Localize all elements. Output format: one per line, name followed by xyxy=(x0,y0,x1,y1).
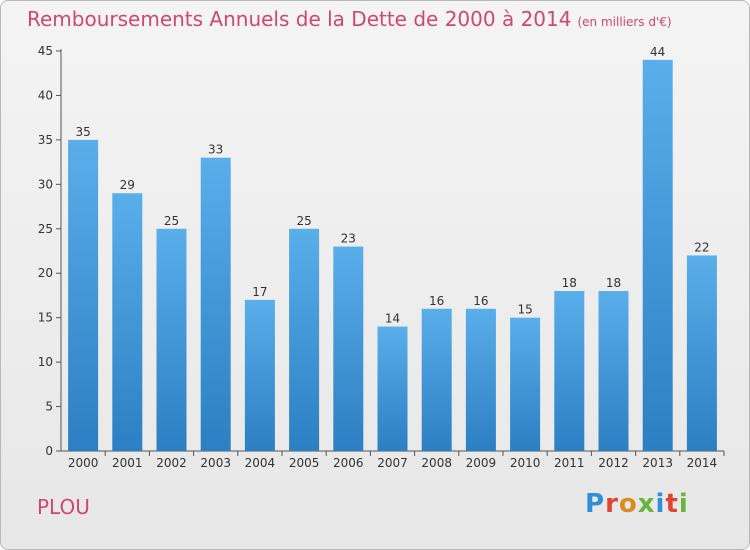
title-text: Remboursements Annuels de la Dette de 20… xyxy=(27,7,572,31)
unit-label: (en milliers d'€) xyxy=(577,15,672,29)
data-label-2004: 17 xyxy=(252,285,267,299)
y-tick-label: 45 xyxy=(38,44,53,58)
x-tick-label-2013: 2013 xyxy=(642,456,673,470)
bar-2012 xyxy=(598,291,629,451)
data-label-2000: 35 xyxy=(75,125,90,139)
y-tick-label: 20 xyxy=(38,266,53,280)
x-tick-label-2006: 2006 xyxy=(333,456,364,470)
bar-2011 xyxy=(554,291,585,451)
data-label-2011: 18 xyxy=(562,276,577,290)
y-tick-label: 10 xyxy=(38,355,53,369)
data-label-2002: 25 xyxy=(164,214,179,228)
bar-2006 xyxy=(333,246,364,451)
data-label-2013: 44 xyxy=(650,45,665,59)
data-label-2009: 16 xyxy=(473,294,488,308)
y-tick-label: 30 xyxy=(38,177,53,191)
logo-letter: i xyxy=(678,489,689,519)
data-label-2005: 25 xyxy=(296,214,311,228)
x-tick-label-2009: 2009 xyxy=(466,456,497,470)
x-tick-label-2001: 2001 xyxy=(112,456,143,470)
logo-letter: i xyxy=(655,489,666,519)
bar-2007 xyxy=(377,326,408,451)
bar-2002 xyxy=(156,228,187,451)
y-tick-label: 35 xyxy=(38,133,53,147)
bar-2013 xyxy=(642,59,673,452)
data-label-2008: 16 xyxy=(429,294,444,308)
data-label-2010: 15 xyxy=(517,303,532,317)
bar-2005 xyxy=(289,228,320,451)
place-name: PLOU xyxy=(37,495,90,519)
bar-2009 xyxy=(465,308,496,451)
logo-letter: r xyxy=(605,489,619,519)
y-tick-label: 0 xyxy=(45,444,53,458)
x-tick-label-2005: 2005 xyxy=(289,456,320,470)
x-tick-label-2000: 2000 xyxy=(68,456,99,470)
bar-2008 xyxy=(421,308,452,451)
y-tick-label: 40 xyxy=(38,88,53,102)
logo-letter: x xyxy=(637,489,656,519)
bar-2003 xyxy=(200,157,231,451)
data-label-2001: 29 xyxy=(120,178,135,192)
x-tick-label-2010: 2010 xyxy=(510,456,541,470)
x-tick-label-2012: 2012 xyxy=(598,456,629,470)
y-axis: 0 5 10 15 20 25 30 35 40 45 xyxy=(38,44,62,458)
logo-letter: t xyxy=(665,489,679,519)
data-label-2007: 14 xyxy=(385,312,400,326)
x-tick-label-2004: 2004 xyxy=(245,456,276,470)
data-label-2012: 18 xyxy=(606,276,621,290)
bars xyxy=(68,59,717,452)
logo-letter: P xyxy=(585,489,606,519)
y-tick-label: 25 xyxy=(38,222,53,236)
proxiti-logo: Proxiti xyxy=(585,489,689,519)
data-labels: 35 29 25 33 17 25 23 14 16 16 15 18 18 44 22 xyxy=(75,45,709,326)
bar-2000 xyxy=(68,139,99,451)
x-tick-label-2008: 2008 xyxy=(421,456,452,470)
x-tick-label-2007: 2007 xyxy=(377,456,408,470)
bar-2014 xyxy=(686,255,717,451)
x-axis: 2000 2001 2002 2003 2004 2005 2006 2007 2008 2009… xyxy=(61,450,725,470)
data-label-2014: 22 xyxy=(694,240,709,254)
x-tick-label-2003: 2003 xyxy=(200,456,231,470)
y-tick-label: 15 xyxy=(38,311,53,325)
bar-2010 xyxy=(510,317,541,451)
data-label-2006: 23 xyxy=(341,232,356,246)
bar-2001 xyxy=(112,193,143,451)
logo-letter: o xyxy=(618,489,638,519)
bar-2004 xyxy=(244,299,275,451)
chart-title: Remboursements Annuels de la Dette de 20… xyxy=(27,7,672,31)
x-tick-label-2011: 2011 xyxy=(554,456,585,470)
x-tick-label-2002: 2002 xyxy=(156,456,187,470)
x-tick-label-2014: 2014 xyxy=(687,456,718,470)
y-tick-label: 5 xyxy=(45,400,53,414)
data-label-2003: 33 xyxy=(208,143,223,157)
